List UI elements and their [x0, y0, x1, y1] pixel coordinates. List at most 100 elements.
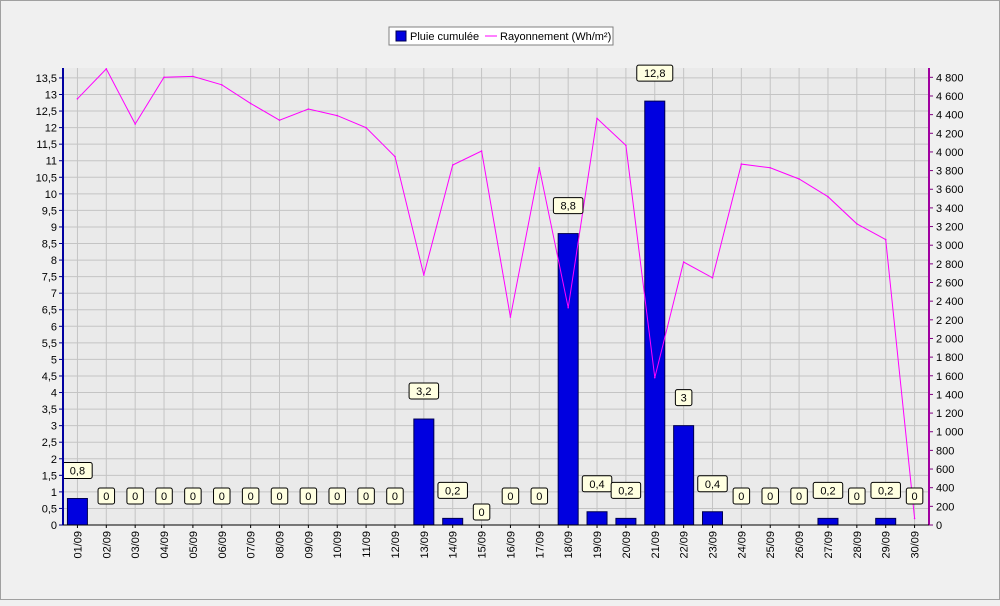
radiation-point [163, 76, 165, 79]
y-left-tick-label: 1 [51, 487, 57, 499]
x-tick-label: 09/09 [303, 531, 315, 559]
data-label: 0 [219, 491, 225, 503]
radiation-point [451, 164, 454, 166]
radiation-point [249, 102, 252, 105]
x-tick-label: 14/09 [448, 531, 460, 559]
x-tick-label: 23/09 [708, 531, 720, 559]
data-label: 0 [363, 491, 369, 503]
x-tick-label: 08/09 [275, 531, 287, 559]
radiation-point [596, 117, 598, 120]
x-tick-label: 27/09 [823, 531, 835, 559]
x-tick-label: 10/09 [332, 531, 344, 559]
radiation-point [509, 316, 512, 318]
y-right-tick-label: 2 400 [936, 296, 964, 308]
radiation-point [307, 108, 310, 110]
data-label: 0 [161, 491, 167, 503]
x-tick-label: 05/09 [188, 531, 200, 559]
radiation-point [711, 277, 714, 279]
y-left-tick-label: 6 [51, 321, 57, 333]
data-label-box [530, 487, 549, 505]
y-left-tick-label: 4,5 [42, 371, 57, 383]
radiation-point [625, 144, 627, 147]
y-left-tick-label: 7,5 [42, 272, 57, 284]
data-label-box [790, 487, 808, 505]
data-label: 0,2 [618, 485, 633, 497]
y-right-tick-label: 600 [936, 464, 954, 476]
data-label-box [386, 487, 404, 505]
y-left-tick-label: 13,5 [36, 73, 57, 85]
x-tick-label: 18/09 [563, 531, 575, 559]
y-right-tick-label: 1 200 [936, 408, 964, 420]
data-label: 0,2 [820, 485, 835, 497]
data-label-box [552, 197, 584, 215]
radiation-point [884, 238, 887, 241]
radiation-point [192, 75, 194, 78]
axes: 00,511,522,533,544,555,566,577,588,599,5… [36, 68, 964, 559]
radiation-point [423, 274, 425, 276]
y-left-tick-label: 1,5 [42, 470, 57, 482]
x-tick-label: 28/09 [852, 531, 864, 559]
data-label: 0 [738, 491, 744, 503]
radiation-point [336, 114, 339, 117]
radiation-point [76, 97, 79, 100]
y-right-tick-label: 1 600 [936, 371, 964, 383]
x-tick-label: 02/09 [101, 531, 113, 559]
x-tick-label: 07/09 [246, 531, 258, 559]
data-label: 3 [681, 393, 687, 405]
y-right-tick-label: 4 200 [936, 128, 964, 140]
y-left-tick-label: 12 [45, 123, 57, 135]
radiation-point [220, 83, 223, 86]
data-label: 12,8 [644, 68, 665, 80]
x-tick-label: 16/09 [505, 531, 517, 559]
data-label: 0 [507, 491, 513, 503]
data-label: 0,2 [445, 485, 460, 497]
y-left-tick-label: 0 [51, 520, 57, 532]
data-label-box [501, 487, 520, 505]
y-right-tick-label: 2 200 [936, 315, 964, 327]
x-tick-label: 21/09 [650, 531, 662, 559]
y-left-tick-label: 6,5 [42, 305, 57, 317]
legend-box [388, 26, 614, 46]
y-left-tick-label: 3,5 [42, 404, 57, 416]
x-tick-label: 03/09 [130, 531, 142, 559]
x-tick-label: 19/09 [592, 531, 604, 559]
x-tick-label: 12/09 [390, 531, 402, 559]
rain-bar [413, 418, 435, 526]
rain-bar [644, 100, 666, 526]
x-tick-label: 11/09 [361, 531, 373, 558]
data-label-box [328, 487, 346, 505]
radiation-point [740, 163, 743, 165]
y-left-tick-label: 12,5 [36, 106, 57, 118]
data-label-box [184, 487, 202, 505]
x-tick-label: 17/09 [534, 531, 546, 559]
data-label-box [472, 503, 491, 521]
x-tick-label: 25/09 [765, 531, 777, 559]
data-label-box [610, 481, 642, 499]
x-tick-label: 24/09 [736, 531, 748, 559]
y-right-tick-label: 4 800 [936, 72, 964, 84]
y-left-tick-label: 9 [51, 222, 57, 234]
y-right-tick-label: 4 000 [936, 147, 964, 159]
data-label: 0 [103, 491, 109, 503]
radiation-point [134, 123, 136, 125]
radiation-point [769, 166, 772, 169]
radiation-point [567, 306, 569, 309]
y-right-tick-label: 3 200 [936, 222, 964, 234]
y-left-tick-label: 10 [45, 189, 57, 201]
radiation-point [856, 222, 858, 225]
x-tick-label: 30/09 [910, 531, 922, 559]
y-right-tick-label: 400 [936, 483, 954, 495]
data-label: 0 [912, 491, 918, 503]
data-labels: 0,8 0 0 0 0 0 0 0 0 0 0 0 3,2 0,2 0 0 0 8,8 0,4 0,2 12,8 3 0,4… [62, 64, 924, 521]
data-label-box [848, 487, 866, 505]
y-left-tick-label: 4 [51, 388, 57, 400]
data-label-box [241, 487, 260, 505]
data-label: 3,2 [416, 386, 431, 398]
y-right-tick-label: 1 800 [936, 352, 964, 364]
radiation-point [394, 155, 396, 158]
data-label-box [812, 481, 844, 499]
data-label: 0 [479, 507, 485, 519]
data-label-box [155, 487, 173, 505]
legend-label-rain: Pluie cumulée [410, 31, 479, 43]
